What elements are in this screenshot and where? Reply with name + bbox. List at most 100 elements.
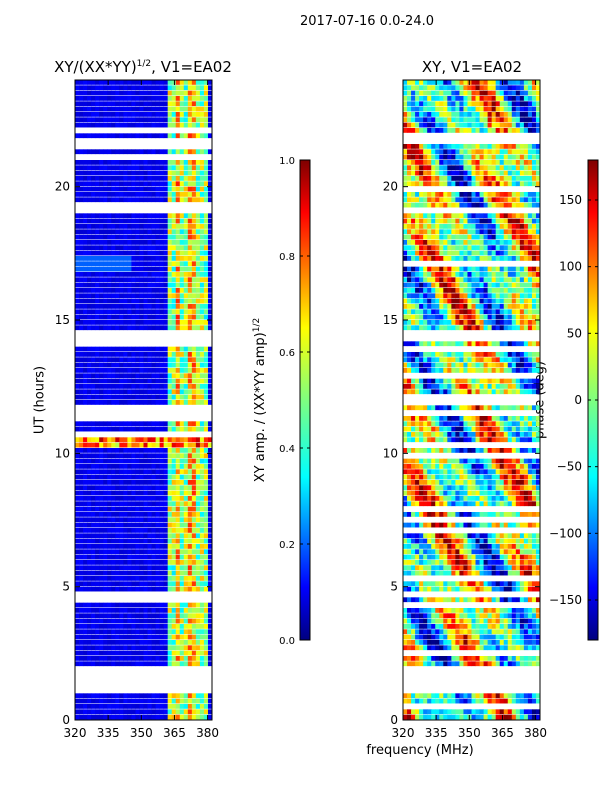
phase-cell: [535, 288, 541, 293]
amp-cell: [119, 581, 124, 587]
phase-cell: [515, 250, 521, 256]
amp-cell: [163, 650, 169, 656]
phase-cell: [511, 80, 517, 85]
amp-cell: [179, 512, 185, 517]
phase-cell: [523, 245, 529, 251]
phase-cell: [503, 240, 509, 245]
amp-cell: [95, 192, 100, 197]
amp-cell: [175, 586, 181, 592]
amp-cell: [171, 309, 177, 315]
amp-cell: [191, 629, 197, 635]
amp-cell: [183, 229, 189, 235]
amp-cell: [183, 362, 189, 368]
amp-cell: [103, 325, 108, 331]
amp-cell: [199, 309, 205, 315]
phase-cell: [411, 154, 416, 160]
amp-cell: [79, 634, 84, 640]
phase-cell: [531, 96, 537, 101]
amp-cell: [103, 346, 108, 352]
phase-cell: [507, 250, 513, 256]
amp-cell: [127, 522, 132, 528]
amp-cell: [143, 165, 148, 171]
amp-cell: [139, 373, 144, 379]
amp-cell: [79, 442, 84, 448]
amp-cell: [115, 192, 120, 197]
amp-cell: [107, 133, 112, 139]
amp-cell: [199, 261, 205, 267]
amp-cell: [151, 160, 156, 165]
amp-cell: [107, 224, 112, 229]
amp-cell: [119, 309, 124, 315]
amp-cell: [111, 245, 116, 251]
phase-cell: [471, 176, 476, 181]
amp-cell: [167, 624, 173, 629]
amp-cell: [143, 709, 148, 715]
amp-cell: [207, 704, 213, 709]
amp-cell: [199, 565, 205, 571]
amp-cell: [123, 378, 128, 384]
amp-cell: [155, 576, 161, 581]
amp-cell: [99, 576, 104, 581]
phase-cell: [443, 250, 448, 256]
amp-cell: [175, 85, 181, 91]
amp-cell: [151, 501, 156, 507]
amp-cell: [159, 602, 165, 608]
amp-cell: [143, 549, 148, 555]
phase-cell: [403, 288, 408, 293]
phase-cell: [507, 128, 513, 133]
amp-cell: [203, 554, 209, 560]
amp-cell: [183, 165, 189, 171]
amp-cell: [171, 256, 177, 261]
phase-cell: [443, 357, 448, 363]
amp-cell: [123, 538, 128, 544]
phase-cell: [435, 165, 440, 171]
phase-cell: [423, 282, 428, 288]
right-panel-title: XY, V1=EA02: [421, 58, 523, 76]
amp-cell: [179, 618, 185, 624]
amp-cell: [99, 506, 104, 512]
phase-cell: [499, 101, 505, 107]
amp-cell: [171, 458, 177, 464]
phase-cell: [527, 149, 533, 155]
amp-cell: [203, 394, 209, 400]
amp-cell: [199, 373, 205, 379]
amp-cell: [111, 298, 116, 304]
amp-cell: [171, 197, 177, 203]
phase-cell: [427, 314, 432, 320]
amp-cell: [75, 464, 80, 469]
amp-cell: [163, 640, 169, 645]
phase-cell: [471, 90, 476, 96]
phase-cell: [523, 314, 529, 320]
amp-cell: [139, 346, 144, 352]
amp-cell: [159, 629, 165, 635]
amp-cell: [163, 544, 169, 549]
amp-cell: [191, 640, 197, 645]
amp-cell: [167, 304, 173, 309]
phase-cell: [427, 218, 432, 224]
amp-cell: [95, 517, 100, 523]
amp-cell: [115, 661, 120, 667]
amp-cell: [143, 277, 148, 283]
amp-cell: [207, 234, 213, 240]
amp-cell: [183, 117, 189, 123]
amp-cell: [159, 608, 165, 613]
phase-cell: [499, 298, 505, 304]
amp-cell: [175, 384, 181, 389]
amp-cell: [87, 192, 92, 197]
amp-cell: [179, 266, 185, 272]
amp-cell: [95, 106, 100, 112]
phase-cell: [407, 229, 412, 235]
phase-cell: [511, 234, 517, 240]
amp-cell: [107, 261, 112, 267]
amp-cell: [87, 272, 92, 277]
amp-cell: [119, 442, 124, 448]
amp-cell: [95, 389, 100, 395]
amp-cell: [107, 309, 112, 315]
phase-cell: [407, 197, 412, 203]
amp-cell: [155, 565, 161, 571]
phase-cell: [499, 234, 505, 240]
phase-cell: [411, 272, 416, 277]
amp-cell: [167, 469, 173, 475]
amp-cell: [183, 266, 189, 272]
amp-cell: [167, 645, 173, 651]
